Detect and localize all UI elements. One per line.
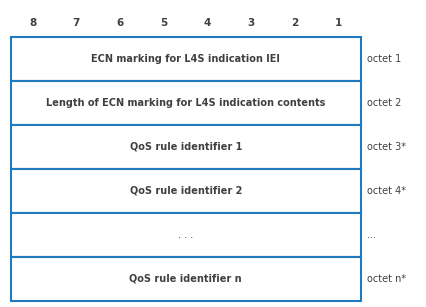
Bar — [11, 257, 360, 301]
Text: octet 4*: octet 4* — [366, 186, 405, 196]
Text: QoS rule identifier 1: QoS rule identifier 1 — [129, 142, 242, 152]
Text: ...: ... — [366, 230, 375, 240]
Text: . . .: . . . — [178, 230, 193, 240]
Bar — [11, 81, 360, 125]
Bar — [11, 169, 360, 213]
Text: octet 3*: octet 3* — [366, 142, 405, 152]
Text: QoS rule identifier 2: QoS rule identifier 2 — [129, 186, 242, 196]
Text: 6: 6 — [116, 18, 124, 28]
Text: QoS rule identifier n: QoS rule identifier n — [129, 274, 242, 284]
Text: octet 1: octet 1 — [366, 54, 400, 64]
Text: Length of ECN marking for L4S indication contents: Length of ECN marking for L4S indication… — [46, 98, 325, 108]
Text: 3: 3 — [247, 18, 254, 28]
Text: 2: 2 — [291, 18, 298, 28]
Text: 8: 8 — [29, 18, 36, 28]
Bar — [11, 37, 360, 81]
Text: octet n*: octet n* — [366, 274, 406, 284]
Text: 5: 5 — [160, 18, 167, 28]
Text: 7: 7 — [72, 18, 80, 28]
Text: ECN marking for L4S indication IEI: ECN marking for L4S indication IEI — [91, 54, 279, 64]
Text: 4: 4 — [204, 18, 211, 28]
Bar — [11, 213, 360, 257]
Text: 1: 1 — [334, 18, 342, 28]
Bar — [11, 125, 360, 169]
Text: octet 2: octet 2 — [366, 98, 401, 108]
